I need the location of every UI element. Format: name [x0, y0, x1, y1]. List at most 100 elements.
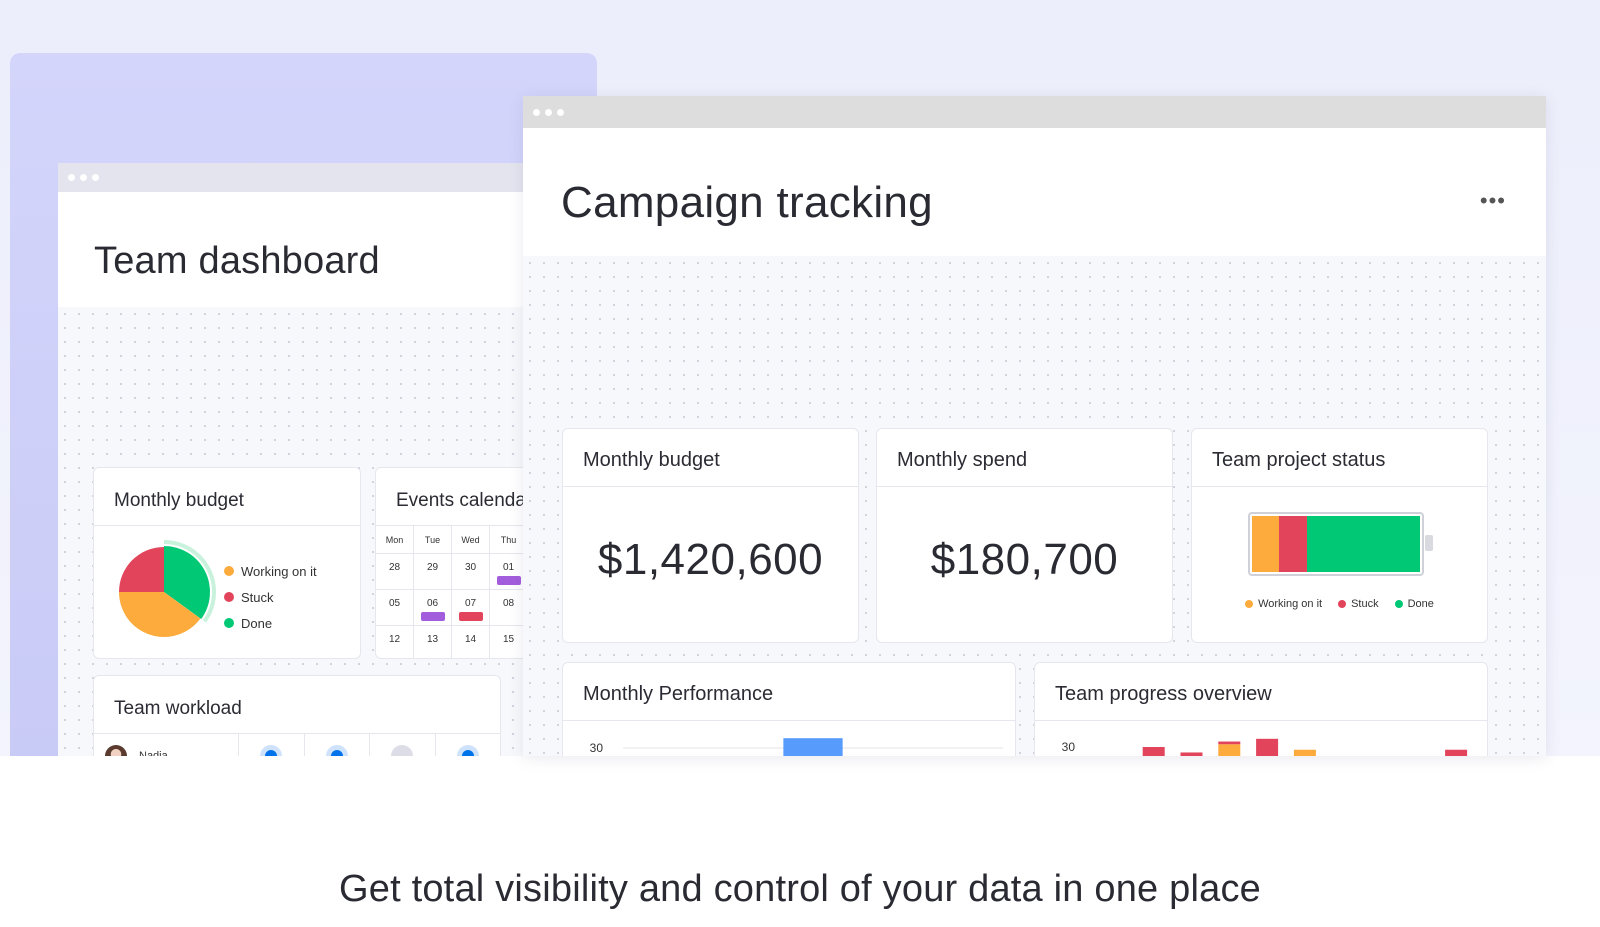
battery-segment-working [1252, 516, 1279, 572]
window-dot-icon [533, 108, 540, 116]
window-dot-icon [80, 174, 87, 181]
progress-bar-segment [1218, 744, 1241, 756]
legend-label: Done [241, 615, 273, 631]
progress-bar-segment [1180, 752, 1203, 756]
workload-cell[interactable] [434, 733, 500, 756]
calendar-day-header: Mon [376, 526, 414, 554]
spend-value: $180,700 [930, 535, 1119, 584]
campaign-budget-card[interactable]: Monthly budget $1,420,600 [562, 428, 859, 643]
calendar-event[interactable] [421, 612, 445, 621]
calendar-date-cell[interactable]: 12 [376, 626, 414, 658]
performance-bar [783, 738, 843, 756]
legend-label: Stuck [241, 589, 274, 605]
team-workload-card[interactable]: Team workload NadiaPranav✓Rachel✓ [93, 675, 501, 756]
card-body: Working on it Stuck Done [94, 526, 360, 658]
events-calendar-card[interactable]: Events calendar Mon Tue Wed Thu 28 29 30 01 05 06… [375, 467, 538, 659]
monthly-performance-card[interactable]: Monthly Performance 0 10 20 30 [562, 662, 1016, 756]
legend-dot-icon [224, 618, 234, 628]
window-dot-icon [68, 174, 75, 181]
battery-tip [1425, 535, 1433, 551]
status-dot-icon [260, 745, 283, 756]
campaign-title: Campaign tracking [561, 178, 933, 227]
status-battery-bar [1248, 512, 1424, 576]
card-title: Monthly Performance [563, 663, 1015, 721]
card-title: Monthly budget [94, 468, 360, 526]
legend-dot-icon [1338, 600, 1347, 608]
progress-bar-segment [1293, 749, 1316, 756]
team-progress-card[interactable]: Team progress overview 0 10 20 30 [1034, 662, 1488, 756]
calendar-date-cell[interactable]: 30 [452, 554, 490, 590]
budget-value: $1,420,600 [597, 535, 824, 584]
calendar-date-cell[interactable]: 07 [452, 590, 490, 626]
workload-cell[interactable] [303, 733, 369, 756]
legend-label: Done [1407, 598, 1434, 610]
tagline: Get total visibility and control of your… [338, 868, 1261, 910]
workload-cell[interactable] [238, 733, 303, 756]
card-body: 0 10 20 30 [563, 721, 1015, 756]
pie-highlight-ring [163, 540, 216, 623]
calendar-date-cell[interactable]: 14 [452, 626, 490, 658]
card-title: Events calendar [376, 468, 538, 526]
progress-bar-segment [1218, 741, 1241, 745]
window-titlebar [523, 96, 1546, 128]
calendar-event[interactable] [497, 576, 521, 585]
legend-item-stuck: Stuck [224, 584, 317, 610]
legend-item-done: Done [224, 610, 317, 636]
calendar-date-cell[interactable]: 13 [414, 626, 452, 658]
legend-item-stuck: Stuck [1338, 598, 1379, 610]
window-dot-icon [545, 108, 552, 116]
y-tick-label: 30 [590, 741, 604, 755]
pie-slice-done [164, 546, 210, 620]
calendar-day-header: Tue [414, 526, 452, 554]
team-budget-card[interactable]: Monthly budget Working on it Stuck Done [93, 467, 361, 659]
more-options-button[interactable]: ••• [1479, 188, 1506, 213]
card-body: $180,700 [877, 487, 1172, 642]
person-name: Nadia [139, 750, 168, 756]
calendar-date-cell[interactable]: 06 [414, 590, 452, 626]
progress-bar-segment [1445, 749, 1468, 756]
avatar-nadia [105, 745, 127, 756]
legend-dot-icon [1245, 600, 1254, 608]
workload-row: Nadia [94, 733, 500, 756]
battery-segment-stuck [1278, 516, 1308, 572]
legend-dot-icon [224, 566, 234, 576]
card-title: Team project status [1192, 429, 1487, 487]
window-dot-icon [92, 174, 99, 181]
card-title: Team progress overview [1035, 663, 1487, 721]
card-title: Monthly spend [877, 429, 1172, 487]
project-status-card[interactable]: Team project status Working on it Stuck [1191, 428, 1488, 643]
team-dashboard-window: Team dashboard Monthly budget Working on… [58, 163, 538, 756]
legend-label: Working on it [241, 563, 317, 579]
status-dot-icon [456, 745, 479, 756]
y-tick-label: 30 [1062, 740, 1076, 754]
pie-slice-stuck [119, 547, 164, 592]
battery-segment-done [1307, 516, 1420, 572]
legend-item-working: Working on it [224, 558, 317, 584]
workload-table: NadiaPranav✓Rachel✓ [94, 733, 500, 756]
card-body: $1,420,600 [563, 487, 858, 642]
calendar-date-cell[interactable]: 29 [414, 554, 452, 590]
progress-bar-segment [1256, 738, 1279, 756]
legend-label: Stuck [1351, 598, 1379, 610]
card-body: Mon Tue Wed Thu 28 29 30 01 05 06 07 08 12 13 14 15 [376, 526, 538, 658]
legend-dot-icon [224, 592, 234, 602]
status-empty-icon [391, 745, 414, 756]
legend-dot-icon [1394, 600, 1403, 608]
legend-item-done: Done [1394, 598, 1434, 610]
workload-cell[interactable] [369, 733, 434, 756]
status-dot-icon [325, 745, 348, 756]
pie-legend: Working on it Stuck Done [224, 558, 317, 636]
progress-bar-segment [1142, 747, 1165, 756]
card-body: 0 10 20 30 [1035, 721, 1487, 756]
calendar-day-header: Wed [452, 526, 490, 554]
campaign-spend-card[interactable]: Monthly spend $180,700 [876, 428, 1173, 643]
calendar-date-cell[interactable]: 28 [376, 554, 414, 590]
status-legend: Working on it Stuck Done [1192, 598, 1487, 610]
calendar-date-cell[interactable]: 05 [376, 590, 414, 626]
pie-slice-working-on-it [119, 592, 201, 637]
budget-pie-chart [119, 540, 216, 637]
card-title: Monthly budget [563, 429, 858, 487]
calendar-event[interactable] [459, 612, 483, 621]
campaign-tracking-window: Campaign tracking ••• Monthly budget $1,… [523, 96, 1546, 756]
card-title: Team workload [94, 676, 500, 734]
